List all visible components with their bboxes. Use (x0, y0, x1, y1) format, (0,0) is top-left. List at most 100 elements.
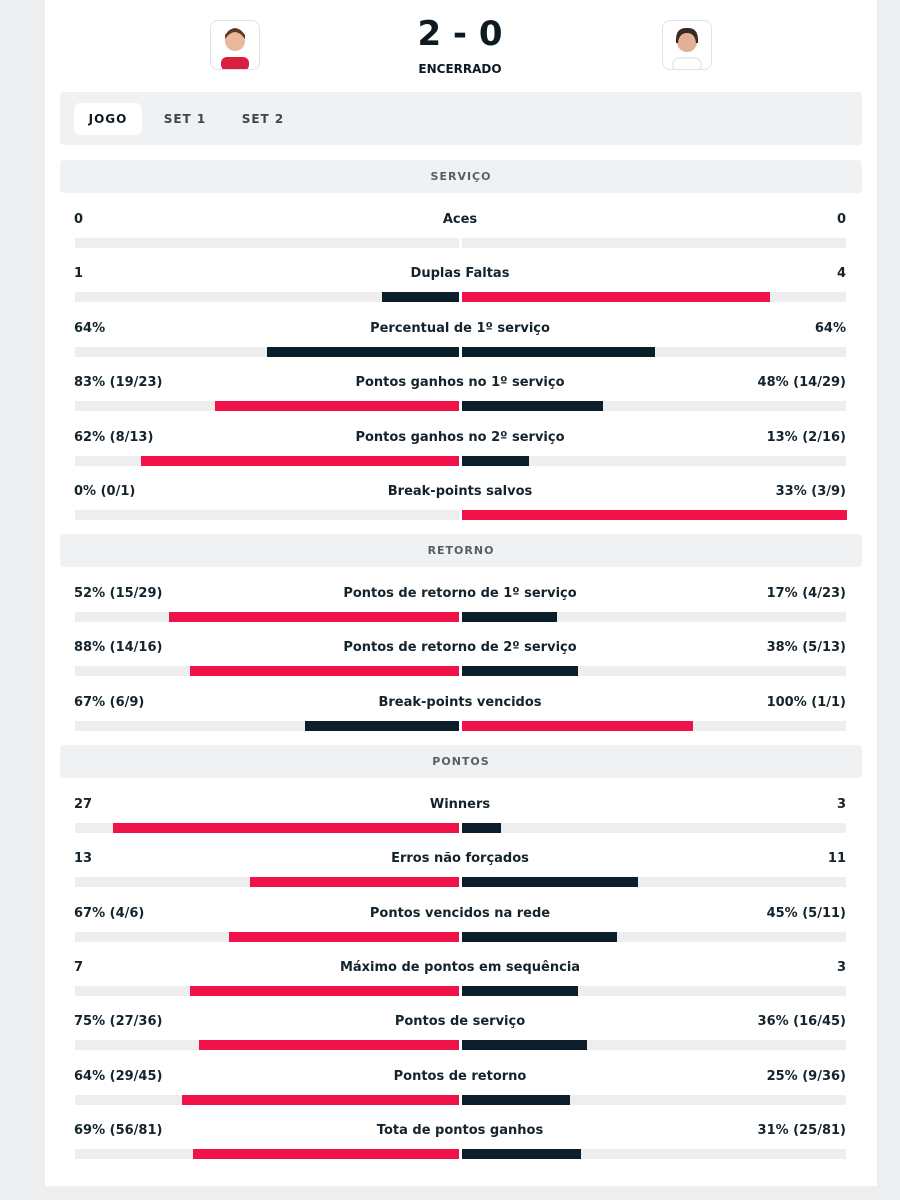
left-value: 67% (4/6) (74, 905, 145, 921)
left-bar (198, 1040, 459, 1051)
right-value: 3 (836, 960, 846, 975)
stat-label: Pontos ganhos no 1º serviço (355, 375, 565, 391)
right-value: 38% (5/13) (766, 640, 846, 656)
stat-label: Pontos de serviço (394, 1014, 526, 1030)
bar-track (75, 292, 459, 303)
stat-label: Erros não forçados (391, 851, 529, 867)
stat-label: Pontos de retorno de 2º serviço (343, 640, 577, 656)
bar-track (75, 510, 459, 520)
right-bar (462, 666, 579, 677)
stat-label: Break-points vencidos (378, 694, 542, 710)
left-bar (304, 720, 459, 731)
left-value: 62% (8/13) (74, 429, 154, 445)
bar-track (462, 238, 846, 248)
right-value: 33% (3/9) (775, 484, 846, 499)
left-value: 88% (14/16) (74, 640, 163, 656)
left-value: 27 (74, 796, 93, 812)
left-bar (168, 612, 459, 622)
player-avatar (662, 20, 712, 70)
right-value: 36% (16/45) (757, 1014, 846, 1030)
stat-label: Aces (442, 212, 478, 227)
left-bar (266, 346, 459, 357)
bar-track (462, 612, 846, 622)
bar-track (462, 455, 846, 466)
left-value: 64% (74, 320, 106, 336)
right-value: 48% (14/29) (757, 375, 846, 391)
right-value: 11 (827, 851, 846, 867)
stat-label: Pontos de retorno (393, 1068, 527, 1084)
left-bar (182, 1094, 459, 1105)
left-value: 13 (74, 851, 93, 867)
stat-label: Pontos de retorno de 1º serviço (343, 586, 577, 601)
match-status: ENCERRADO (418, 62, 502, 76)
left-bar (215, 401, 459, 412)
left-bar (193, 1149, 459, 1160)
right-bar (462, 401, 604, 412)
bar-track (462, 986, 846, 996)
stat-label: Pontos vencidos na rede (369, 905, 551, 921)
right-value: 64% (814, 320, 846, 336)
right-value: 45% (5/11) (766, 905, 846, 921)
right-bar (462, 931, 617, 942)
right-bar (462, 1040, 587, 1051)
score: 2 - 0 (417, 14, 503, 54)
bar-track (462, 931, 846, 942)
right-bar (462, 822, 501, 833)
bar-track (462, 822, 846, 833)
stat-label: Duplas Faltas (410, 266, 510, 282)
right-bar (462, 612, 557, 622)
bar-track (462, 401, 846, 412)
right-value: 25% (9/36) (766, 1068, 846, 1084)
stat-label: Tota de pontos ganhos (376, 1123, 544, 1139)
left-value: 83% (19/23) (74, 375, 163, 391)
left-bar (189, 986, 459, 996)
right-bar (462, 510, 847, 520)
right-bar (462, 1149, 582, 1160)
avatar-image (221, 28, 249, 69)
left-value: 0 (74, 212, 84, 227)
right-value: 0 (836, 212, 846, 227)
player-avatar (210, 20, 260, 70)
left-value: 1 (74, 266, 84, 282)
stat-label: Máximo de pontos em sequência (339, 960, 581, 975)
left-value: 7 (74, 960, 84, 975)
right-bar (462, 877, 639, 888)
left-value: 69% (56/81) (74, 1123, 163, 1139)
right-bar (462, 986, 578, 996)
stat-label: Pontos ganhos no 2º serviço (355, 429, 565, 445)
tab[interactable]: SET 1 (163, 112, 207, 126)
left-bar (190, 666, 459, 677)
left-value: 64% (29/45) (74, 1068, 163, 1084)
section-header: SERVIÇO (60, 160, 862, 193)
section-header: RETORNO (60, 534, 862, 567)
left-bar (250, 877, 459, 888)
stat-label: Percentual de 1º serviço (370, 320, 550, 336)
stat-label: Winners (429, 796, 491, 812)
right-bar (462, 346, 655, 357)
tab[interactable]: SET 2 (241, 112, 285, 126)
section-header: PONTOS (60, 744, 862, 778)
right-value: 31% (25/81) (757, 1123, 846, 1139)
right-value: 100% (1/1) (766, 694, 846, 710)
bar-track (462, 877, 846, 888)
left-value: 75% (27/36) (74, 1014, 163, 1030)
tab-bar (60, 92, 862, 145)
left-value: 0% (0/1) (74, 484, 136, 499)
right-bar (462, 1094, 571, 1105)
bar-track (75, 720, 459, 731)
stat-label: Break-points salvos (387, 484, 533, 499)
left-bar (112, 822, 459, 833)
bar-track (75, 238, 459, 248)
bar-track (462, 1040, 846, 1051)
left-value: 52% (15/29) (74, 586, 163, 601)
right-value: 17% (4/23) (766, 586, 846, 601)
bar-track (462, 1149, 846, 1160)
right-value: 3 (836, 796, 846, 812)
tab[interactable]: JOGO (74, 103, 142, 135)
right-value: 4 (836, 266, 846, 282)
avatar-image (672, 27, 702, 69)
right-bar (462, 292, 770, 303)
bar-track (462, 1094, 846, 1105)
left-value: 67% (6/9) (74, 694, 145, 710)
